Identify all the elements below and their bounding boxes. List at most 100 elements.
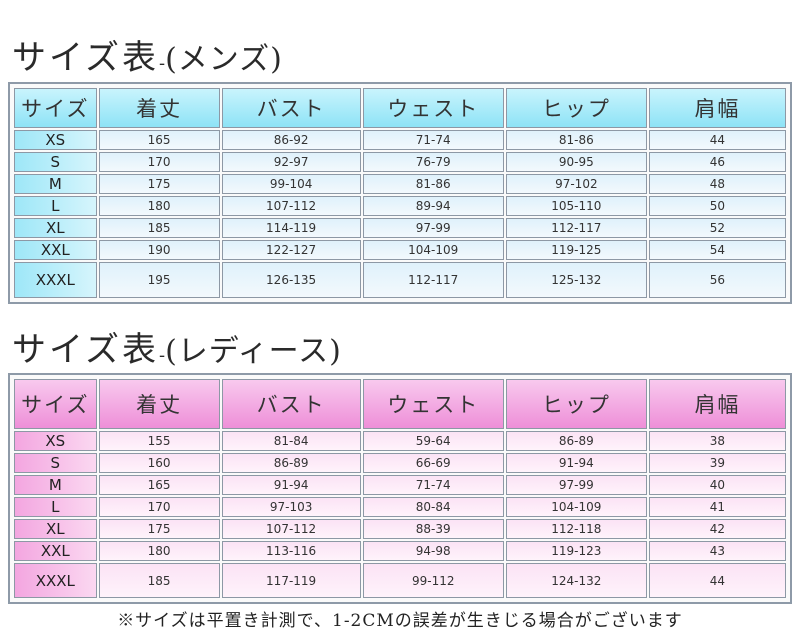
- size-cell: S: [14, 453, 97, 473]
- length-cell: 165: [98, 475, 220, 495]
- mens-size-table: サイズ 着丈 バスト ウェスト ヒップ 肩幅 XS 165 86-92 71-7…: [8, 82, 792, 304]
- mens-title-sub: (メンズ): [165, 42, 283, 77]
- mens-title-dash: -: [158, 53, 166, 74]
- shoulder-cell: 52: [648, 218, 786, 238]
- table-row: L 180 107-112 89-94 105-110 50: [14, 196, 786, 216]
- table-row: S 160 86-89 66-69 91-94 39: [14, 453, 786, 473]
- size-cell: XL: [14, 519, 97, 539]
- ladies-title-dash: -: [158, 345, 166, 366]
- table-row: XXXL 185 117-119 99-112 124-132 44: [14, 563, 786, 598]
- shoulder-cell: 44: [648, 563, 786, 598]
- mens-header-shoulder: 肩幅: [648, 88, 786, 128]
- bust-cell: 117-119: [221, 563, 361, 598]
- shoulder-cell: 48: [648, 174, 786, 194]
- waist-cell: 71-74: [362, 475, 504, 495]
- waist-cell: 76-79: [362, 152, 504, 172]
- waist-cell: 112-117: [362, 262, 504, 298]
- ladies-title-sub: (レディース): [165, 334, 342, 369]
- mens-header-length: 着丈: [98, 88, 220, 128]
- waist-cell: 88-39: [362, 519, 504, 539]
- table-row: XXXL 195 126-135 112-117 125-132 56: [14, 262, 786, 298]
- size-cell: M: [14, 475, 97, 495]
- bust-cell: 114-119: [221, 218, 361, 238]
- mens-header-waist: ウェスト: [362, 88, 504, 128]
- ladies-header-bust: バスト: [221, 379, 361, 429]
- hip-cell: 91-94: [505, 453, 647, 473]
- hip-cell: 125-132: [505, 262, 647, 298]
- waist-cell: 97-99: [362, 218, 504, 238]
- hip-cell: 81-86: [505, 130, 647, 150]
- table-row: M 175 99-104 81-86 97-102 48: [14, 174, 786, 194]
- bust-cell: 107-112: [221, 519, 361, 539]
- size-cell: XXXL: [14, 563, 97, 598]
- waist-cell: 71-74: [362, 130, 504, 150]
- table-row: L 170 97-103 80-84 104-109 41: [14, 497, 786, 517]
- size-cell: XS: [14, 431, 97, 451]
- shoulder-cell: 54: [648, 240, 786, 260]
- mens-header-hip: ヒップ: [505, 88, 647, 128]
- bust-cell: 113-116: [221, 541, 361, 561]
- hip-cell: 112-117: [505, 218, 647, 238]
- size-cell: XXL: [14, 240, 97, 260]
- bust-cell: 81-84: [221, 431, 361, 451]
- bust-cell: 126-135: [221, 262, 361, 298]
- ladies-title: サイズ表-(レディース): [12, 322, 342, 371]
- bust-cell: 122-127: [221, 240, 361, 260]
- bust-cell: 99-104: [221, 174, 361, 194]
- bust-cell: 97-103: [221, 497, 361, 517]
- ladies-header-row: サイズ 着丈 バスト ウェスト ヒップ 肩幅: [14, 379, 786, 429]
- size-cell: S: [14, 152, 97, 172]
- length-cell: 155: [98, 431, 220, 451]
- mens-header-size: サイズ: [14, 88, 97, 128]
- hip-cell: 105-110: [505, 196, 647, 216]
- size-cell: L: [14, 196, 97, 216]
- table-row: XXL 180 113-116 94-98 119-123 43: [14, 541, 786, 561]
- length-cell: 180: [98, 541, 220, 561]
- waist-cell: 89-94: [362, 196, 504, 216]
- shoulder-cell: 44: [648, 130, 786, 150]
- table-row: XL 185 114-119 97-99 112-117 52: [14, 218, 786, 238]
- shoulder-cell: 40: [648, 475, 786, 495]
- length-cell: 185: [98, 563, 220, 598]
- size-cell: L: [14, 497, 97, 517]
- shoulder-cell: 56: [648, 262, 786, 298]
- length-cell: 195: [98, 262, 220, 298]
- bust-cell: 91-94: [221, 475, 361, 495]
- length-cell: 185: [98, 218, 220, 238]
- hip-cell: 112-118: [505, 519, 647, 539]
- table-row: XS 155 81-84 59-64 86-89 38: [14, 431, 786, 451]
- waist-cell: 94-98: [362, 541, 504, 561]
- waist-cell: 81-86: [362, 174, 504, 194]
- table-row: S 170 92-97 76-79 90-95 46: [14, 152, 786, 172]
- length-cell: 160: [98, 453, 220, 473]
- table-row: XS 165 86-92 71-74 81-86 44: [14, 130, 786, 150]
- waist-cell: 99-112: [362, 563, 504, 598]
- length-cell: 180: [98, 196, 220, 216]
- waist-cell: 59-64: [362, 431, 504, 451]
- size-cell: XXL: [14, 541, 97, 561]
- ladies-header-size: サイズ: [14, 379, 97, 429]
- size-cell: XXXL: [14, 262, 97, 298]
- shoulder-cell: 42: [648, 519, 786, 539]
- hip-cell: 119-125: [505, 240, 647, 260]
- hip-cell: 90-95: [505, 152, 647, 172]
- ladies-title-main: サイズ表: [12, 330, 159, 370]
- length-cell: 175: [98, 519, 220, 539]
- length-cell: 175: [98, 174, 220, 194]
- bust-cell: 92-97: [221, 152, 361, 172]
- waist-cell: 80-84: [362, 497, 504, 517]
- ladies-header-waist: ウェスト: [362, 379, 504, 429]
- size-cell: XL: [14, 218, 97, 238]
- length-cell: 170: [98, 152, 220, 172]
- size-cell: M: [14, 174, 97, 194]
- shoulder-cell: 50: [648, 196, 786, 216]
- length-cell: 165: [98, 130, 220, 150]
- mens-title: サイズ表-(メンズ): [12, 30, 283, 79]
- length-cell: 190: [98, 240, 220, 260]
- hip-cell: 124-132: [505, 563, 647, 598]
- hip-cell: 104-109: [505, 497, 647, 517]
- mens-title-main: サイズ表: [12, 38, 159, 78]
- ladies-size-table: サイズ 着丈 バスト ウェスト ヒップ 肩幅 XS 155 81-84 59-6…: [8, 373, 792, 604]
- bust-cell: 86-92: [221, 130, 361, 150]
- mens-header-bust: バスト: [221, 88, 361, 128]
